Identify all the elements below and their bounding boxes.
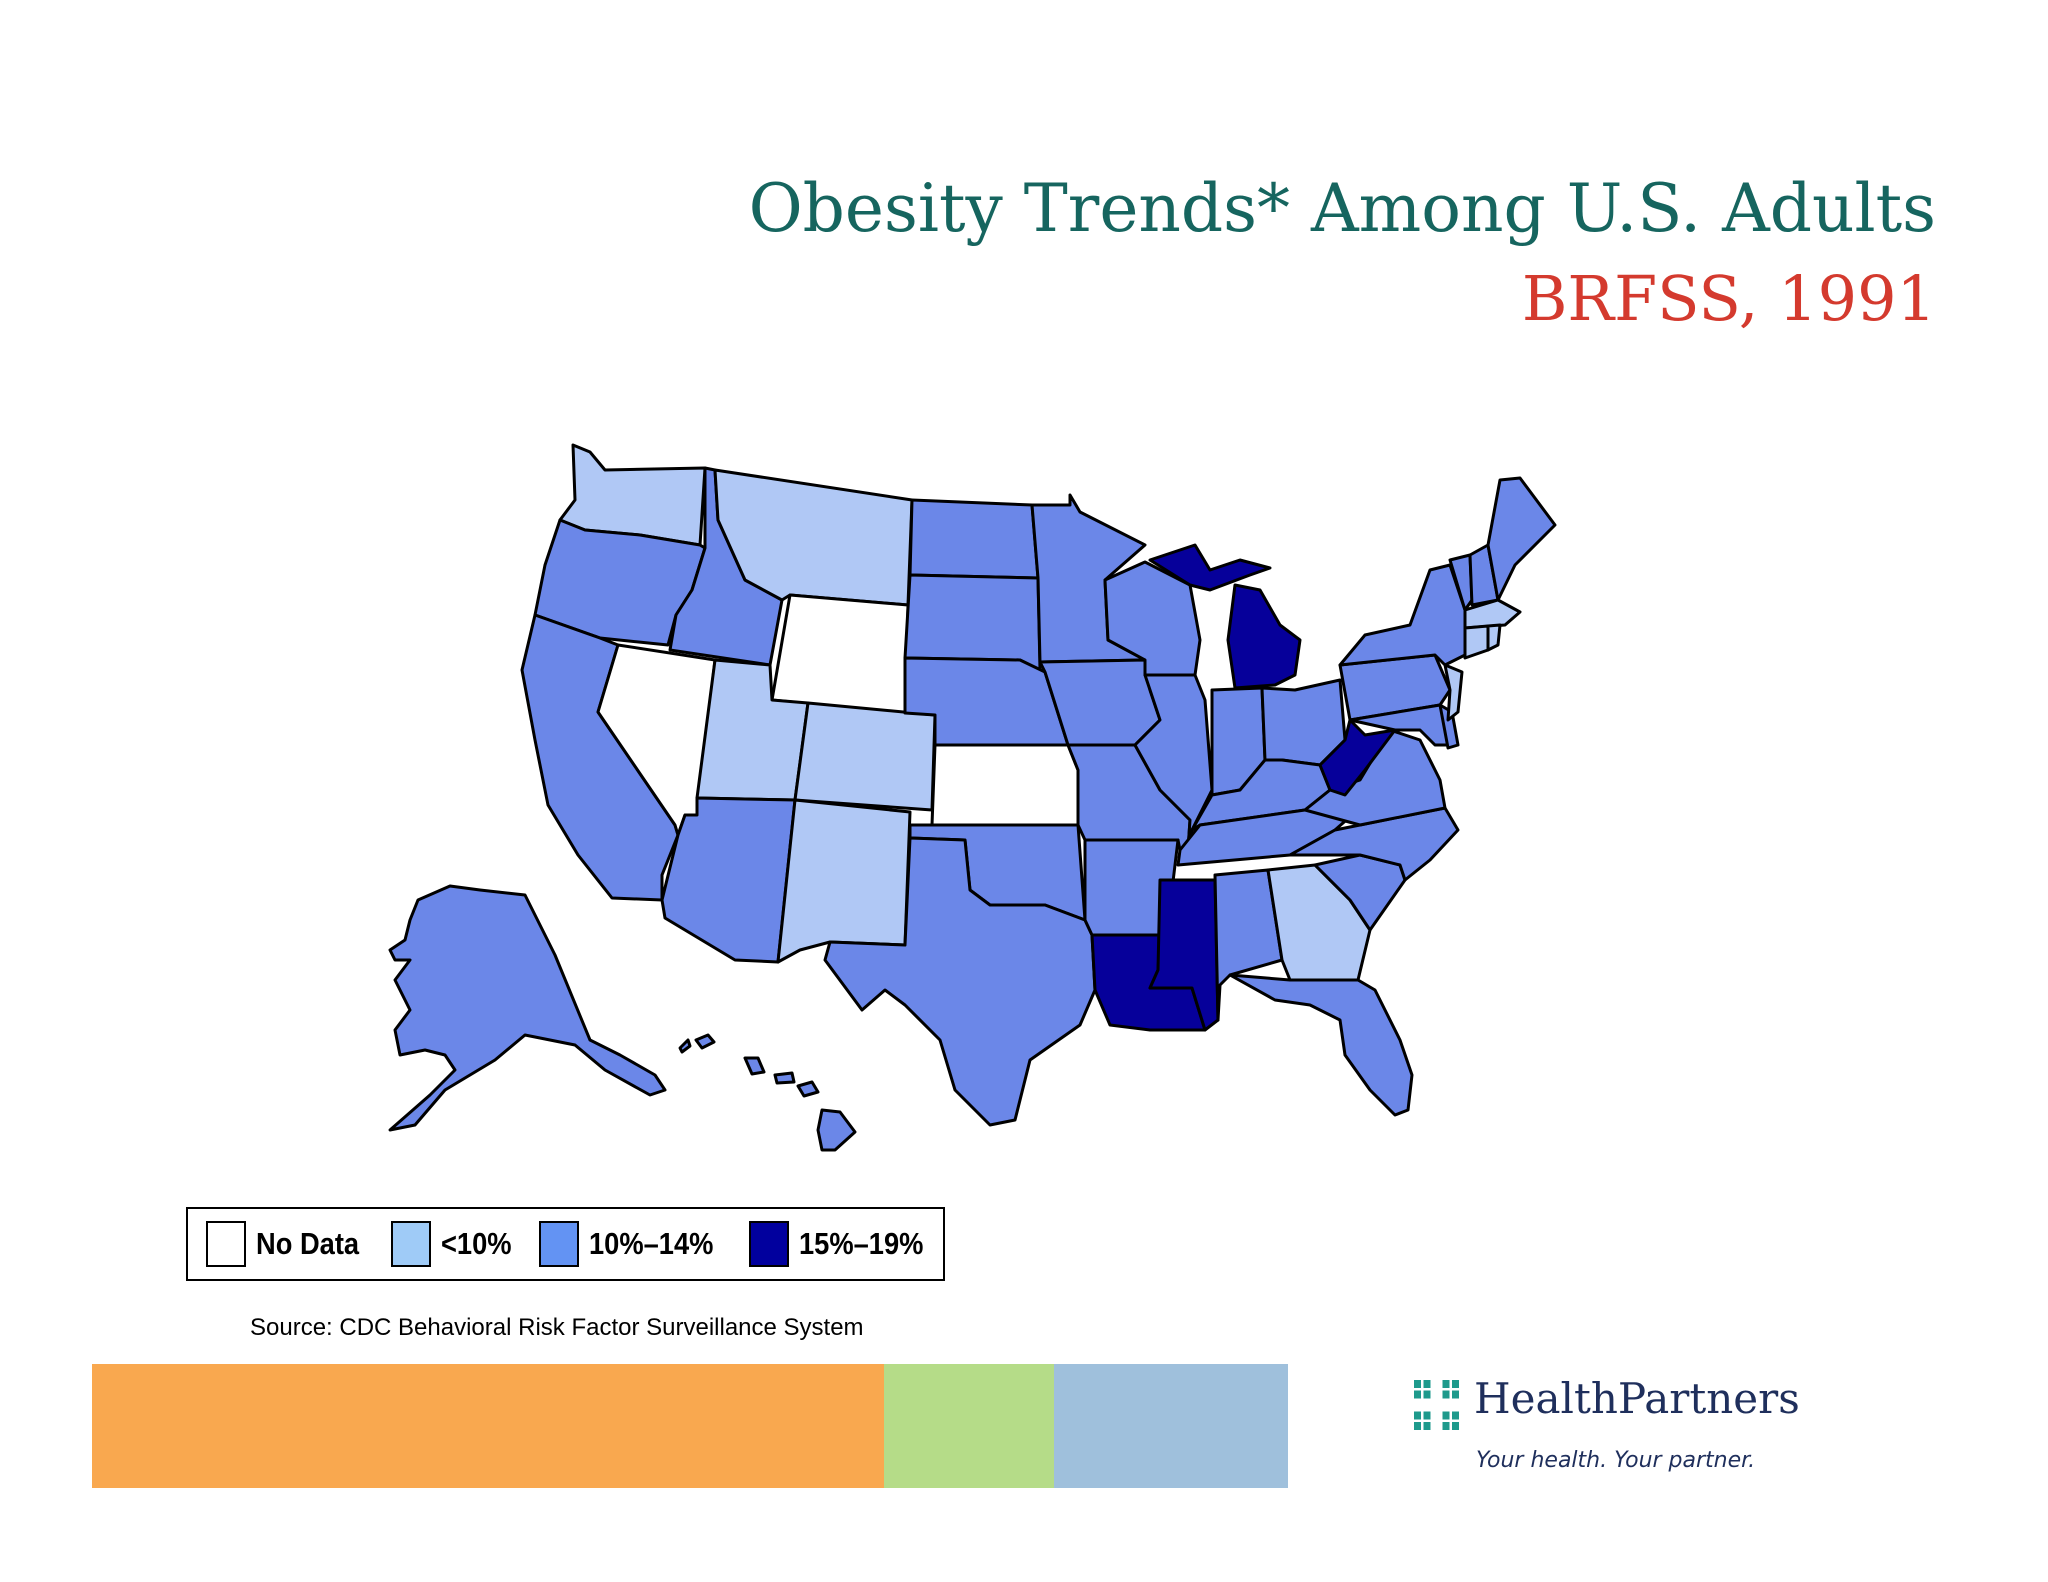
state-NY xyxy=(1338,563,1467,667)
state-HI-3 xyxy=(743,1056,766,1076)
footer-bar-blue xyxy=(1054,1364,1288,1488)
state-KS xyxy=(930,743,1080,827)
logo-mark-square xyxy=(1452,1390,1459,1399)
logo-mark-square xyxy=(1423,1411,1431,1420)
logo-mark-square xyxy=(1414,1411,1421,1420)
logo-mark-square xyxy=(1414,1380,1421,1388)
logo-mark-square xyxy=(1452,1380,1459,1388)
state-NJ xyxy=(1443,663,1464,722)
state-HI-5 xyxy=(796,1080,820,1098)
state-RI xyxy=(1486,623,1502,652)
map-title: Obesity Trends* Among U.S. Adults xyxy=(748,170,1936,247)
source-note: Source: CDC Behavioral Risk Factor Surve… xyxy=(250,1314,864,1341)
healthpartners-logo: HealthPartners Your health. Your partner… xyxy=(1412,1370,1802,1480)
legend-item-lt10: <10% xyxy=(391,1221,521,1267)
state-ME xyxy=(1486,476,1557,602)
state-MI-UP xyxy=(1148,543,1272,592)
state-SD xyxy=(903,573,1042,672)
state-WY xyxy=(770,593,910,715)
logo-tagline: Your health. Your partner. xyxy=(1476,1448,1756,1473)
footer-bar-orange xyxy=(92,1364,884,1488)
state-ND xyxy=(908,498,1040,580)
state-HI-6 xyxy=(816,1108,857,1152)
state-AK xyxy=(388,884,667,1132)
legend-item-no-data: No Data xyxy=(206,1221,373,1267)
logo-mark-icon xyxy=(1414,1380,1459,1430)
state-CO xyxy=(793,701,937,812)
state-MI xyxy=(1226,583,1302,690)
state-TX xyxy=(823,836,1097,1127)
legend-swatch xyxy=(206,1221,246,1267)
legend-label: 10%–14% xyxy=(589,1226,714,1261)
legend-swatch xyxy=(391,1221,432,1267)
state-NM xyxy=(776,798,912,964)
state-AZ xyxy=(660,796,797,964)
state-HI-4 xyxy=(773,1071,796,1085)
map-legend: No Data <10% 10%–14% 15%–19% xyxy=(186,1207,945,1281)
logo-mark-square xyxy=(1452,1411,1459,1420)
legend-label: <10% xyxy=(441,1226,512,1261)
legend-item-15-19: 15%–19% xyxy=(748,1221,940,1267)
logo-mark-square xyxy=(1452,1422,1459,1430)
logo-mark-square xyxy=(1442,1390,1450,1399)
legend-label: 15%–19% xyxy=(798,1226,924,1261)
logo-mark-square xyxy=(1423,1422,1431,1430)
legend-swatch xyxy=(539,1221,580,1267)
logo-name: HealthPartners xyxy=(1474,1374,1800,1423)
logo-mark-square xyxy=(1423,1380,1431,1388)
logo-mark-square xyxy=(1442,1380,1450,1388)
state-HI-2 xyxy=(694,1033,716,1050)
state-FL xyxy=(1228,973,1414,1117)
state-CT xyxy=(1463,624,1490,660)
logo-mark-square xyxy=(1423,1390,1431,1399)
state-HI-1 xyxy=(678,1038,692,1054)
legend-label: No Data xyxy=(256,1226,360,1261)
logo-mark-square xyxy=(1414,1390,1421,1399)
state-NC xyxy=(1288,806,1460,882)
map-subtitle: BRFSS, 1991 xyxy=(1521,262,1936,335)
state-IL xyxy=(1133,673,1214,852)
logo-mark-square xyxy=(1442,1411,1450,1420)
legend-item-10-14: 10%–14% xyxy=(539,1221,730,1267)
state-MA xyxy=(1463,598,1522,630)
footer-color-bars xyxy=(92,1364,1288,1488)
footer-bar-green xyxy=(884,1364,1054,1488)
logo-mark-square xyxy=(1442,1422,1450,1430)
legend-swatch xyxy=(748,1221,789,1267)
logo-mark-square xyxy=(1414,1422,1421,1430)
